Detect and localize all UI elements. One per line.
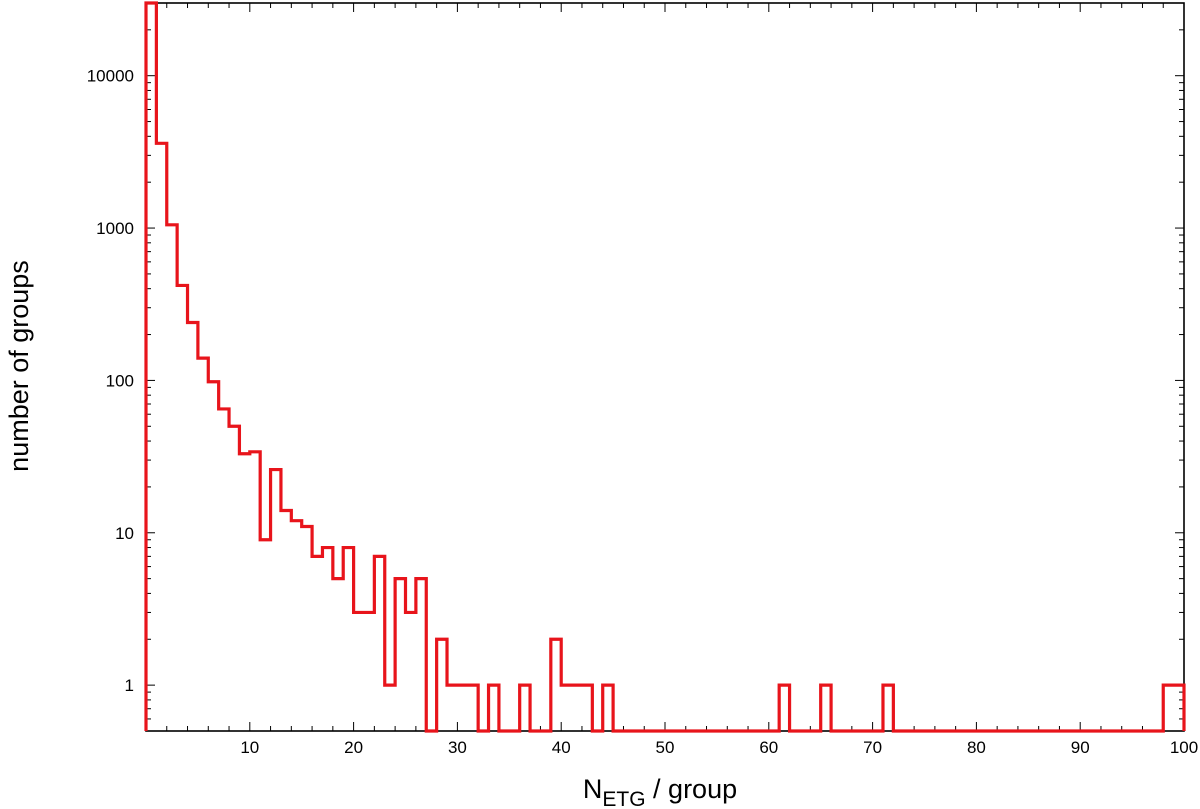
x-tick-label: 50: [656, 738, 675, 757]
y-tick-label: 1: [125, 676, 134, 695]
y-tick-label: 100: [106, 371, 134, 390]
histogram-step-line: [144, 1, 1186, 733]
plot-frame: [145, 2, 1185, 732]
histogram-series: [144, 1, 1186, 733]
x-tick-label: 60: [759, 738, 778, 757]
x-axis-tick-labels: 10 20 30 40 50 60 70 80 90 100: [240, 738, 1198, 757]
x-axis-label-rest: / group: [646, 774, 738, 804]
x-tick-label: 20: [344, 738, 363, 757]
x-axis-label-main: N: [583, 774, 603, 804]
y-tick-label: 10000: [87, 67, 134, 86]
y-axis-tick-labels: 1 10 100 1000 10000: [87, 67, 134, 695]
x-axis-ticks: [166, 3, 1185, 731]
x-tick-label: 70: [863, 738, 882, 757]
y-tick-label: 1000: [96, 219, 134, 238]
y-tick-label: 10: [115, 524, 134, 543]
x-tick-label: 100: [1170, 738, 1198, 757]
plot-border: [145, 2, 1185, 732]
x-tick-label: 90: [1071, 738, 1090, 757]
x-axis-label-subscript: ETG: [602, 788, 645, 809]
x-tick-label: 10: [240, 738, 259, 757]
y-axis-label: number of groups: [4, 260, 34, 472]
y-axis-ticks: [146, 2, 1184, 732]
x-axis-label: NETG / group: [583, 774, 737, 809]
x-tick-label: 30: [448, 738, 467, 757]
x-tick-label: 40: [552, 738, 571, 757]
x-tick-label: 80: [967, 738, 986, 757]
